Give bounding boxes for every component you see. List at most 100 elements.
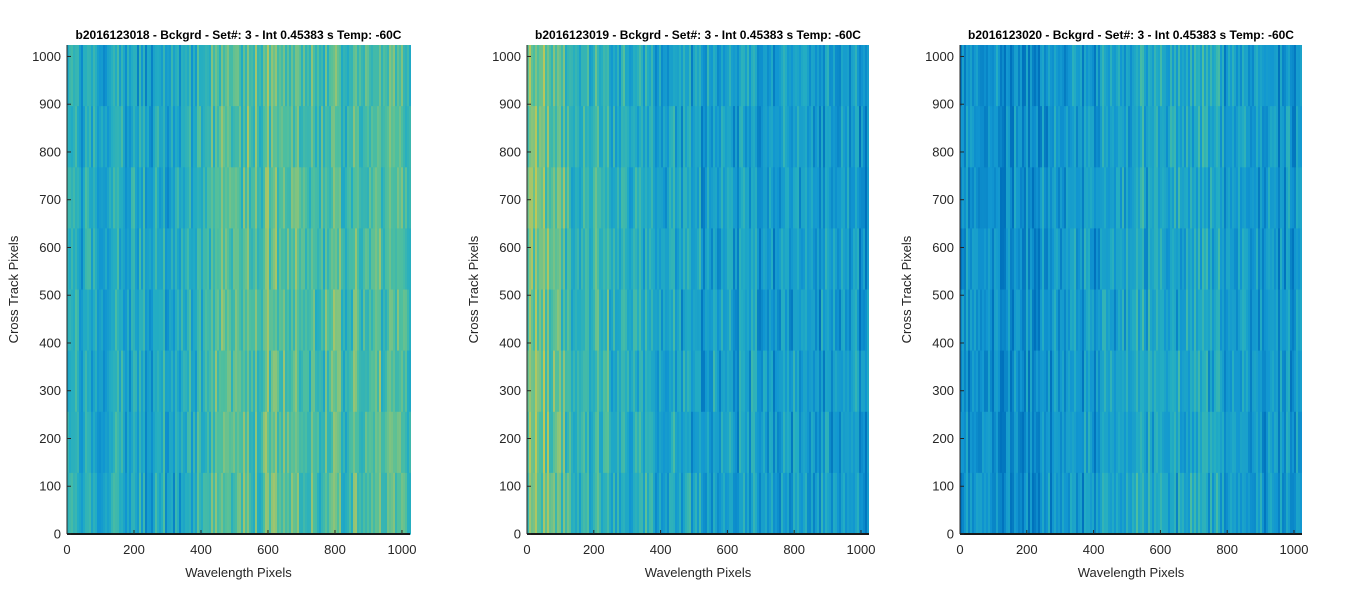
heatmap-cell <box>119 289 121 352</box>
heatmap-cell <box>773 350 775 413</box>
heatmap-cell <box>571 106 573 168</box>
heatmap-cell <box>229 411 231 474</box>
heatmap-cell <box>865 167 867 229</box>
heatmap-cell <box>1234 228 1236 291</box>
heatmap-cell <box>359 45 361 107</box>
heatmap-cell <box>763 228 765 291</box>
heatmap-cell <box>207 411 209 474</box>
x-tick-label: 0 <box>523 542 530 557</box>
heatmap-cell <box>529 167 531 229</box>
heatmap-cell <box>809 472 811 535</box>
heatmap-cell <box>691 228 693 291</box>
heatmap-cell <box>101 167 103 229</box>
heatmap-cell <box>89 106 91 168</box>
heatmap-cell <box>147 350 149 413</box>
heatmap-cell <box>771 167 773 229</box>
heatmap-cell <box>1076 45 1078 107</box>
heatmap-cell <box>1256 106 1258 168</box>
heatmap-cell <box>962 167 964 229</box>
heatmap-cell <box>563 167 565 229</box>
heatmap-cell <box>1248 167 1250 229</box>
heatmap-cell <box>841 350 843 413</box>
heatmap-cell <box>175 472 177 535</box>
heatmap-cell <box>1246 350 1248 413</box>
heatmap-cell <box>367 472 369 535</box>
heatmap-cell <box>809 289 811 352</box>
heatmap-cell <box>695 350 697 413</box>
heatmap-cell <box>1038 350 1040 413</box>
heatmap-cell <box>143 289 145 352</box>
heatmap-cell <box>685 411 687 474</box>
heatmap-cell <box>1224 411 1226 474</box>
heatmap-cell <box>1004 228 1006 291</box>
heatmap-cell <box>1008 289 1010 352</box>
heatmap-cell <box>1080 350 1082 413</box>
heatmap-cell <box>113 228 115 291</box>
heatmap-cell <box>1278 472 1280 535</box>
heatmap-cell <box>75 289 77 352</box>
heatmap-cell <box>803 106 805 168</box>
heatmap-cell <box>833 45 835 107</box>
heatmap-cell <box>1168 289 1170 352</box>
heatmap-cell <box>1284 106 1286 168</box>
heatmap-cell <box>777 411 779 474</box>
heatmap-cell <box>253 106 255 168</box>
heatmap-cell <box>994 45 996 107</box>
heatmap-cell <box>597 228 599 291</box>
heatmap-cell <box>1182 45 1184 107</box>
heatmap-cell <box>847 289 849 352</box>
heatmap-cell <box>549 411 551 474</box>
heatmap-cell <box>283 228 285 291</box>
heatmap-cell <box>615 289 617 352</box>
heatmap-cell <box>755 411 757 474</box>
heatmap-cell <box>729 350 731 413</box>
heatmap-cell <box>573 350 575 413</box>
heatmap-cell <box>1014 289 1016 352</box>
heatmap-cell <box>133 350 135 413</box>
x-tick-label: 1000 <box>388 542 417 557</box>
heatmap-cell <box>285 167 287 229</box>
heatmap-cell <box>783 472 785 535</box>
heatmap-cell <box>121 45 123 107</box>
heatmap-cell <box>207 167 209 229</box>
heatmap-cell <box>371 228 373 291</box>
heatmap-cell <box>1034 289 1036 352</box>
heatmap-cell <box>825 228 827 291</box>
heatmap-cell <box>283 167 285 229</box>
heatmap-cell <box>1194 228 1196 291</box>
heatmap-cell <box>757 472 759 535</box>
heatmap-cell <box>133 106 135 168</box>
heatmap-cell <box>117 472 119 535</box>
heatmap-cell <box>581 228 583 291</box>
heatmap-cell <box>757 228 759 291</box>
heatmap-cell <box>311 289 313 352</box>
heatmap-cell <box>119 228 121 291</box>
heatmap-cell <box>1000 350 1002 413</box>
heatmap-cell <box>1038 45 1040 107</box>
heatmap-cell <box>1200 45 1202 107</box>
heatmap-cell <box>171 106 173 168</box>
heatmap-cell <box>797 167 799 229</box>
heatmap-cell <box>833 228 835 291</box>
heatmap-cell <box>855 167 857 229</box>
heatmap-cell <box>371 45 373 107</box>
heatmap-cell <box>593 228 595 291</box>
heatmap-cell <box>978 289 980 352</box>
heatmap-cell <box>237 106 239 168</box>
heatmap-cell <box>861 350 863 413</box>
heatmap-cell <box>1030 411 1032 474</box>
heatmap-cell <box>383 167 385 229</box>
heatmap-cell <box>211 228 213 291</box>
heatmap-cell <box>1010 228 1012 291</box>
heatmap-cell <box>1260 45 1262 107</box>
heatmap-cell <box>1202 45 1204 107</box>
heatmap-cell <box>1056 228 1058 291</box>
heatmap-cell <box>1138 472 1140 535</box>
heatmap-cell <box>359 289 361 352</box>
heatmap-cell <box>1104 411 1106 474</box>
heatmap-cell <box>565 411 567 474</box>
heatmap-cell <box>663 228 665 291</box>
heatmap-cell <box>315 106 317 168</box>
heatmap-cell <box>155 289 157 352</box>
heatmap-cell <box>705 45 707 107</box>
